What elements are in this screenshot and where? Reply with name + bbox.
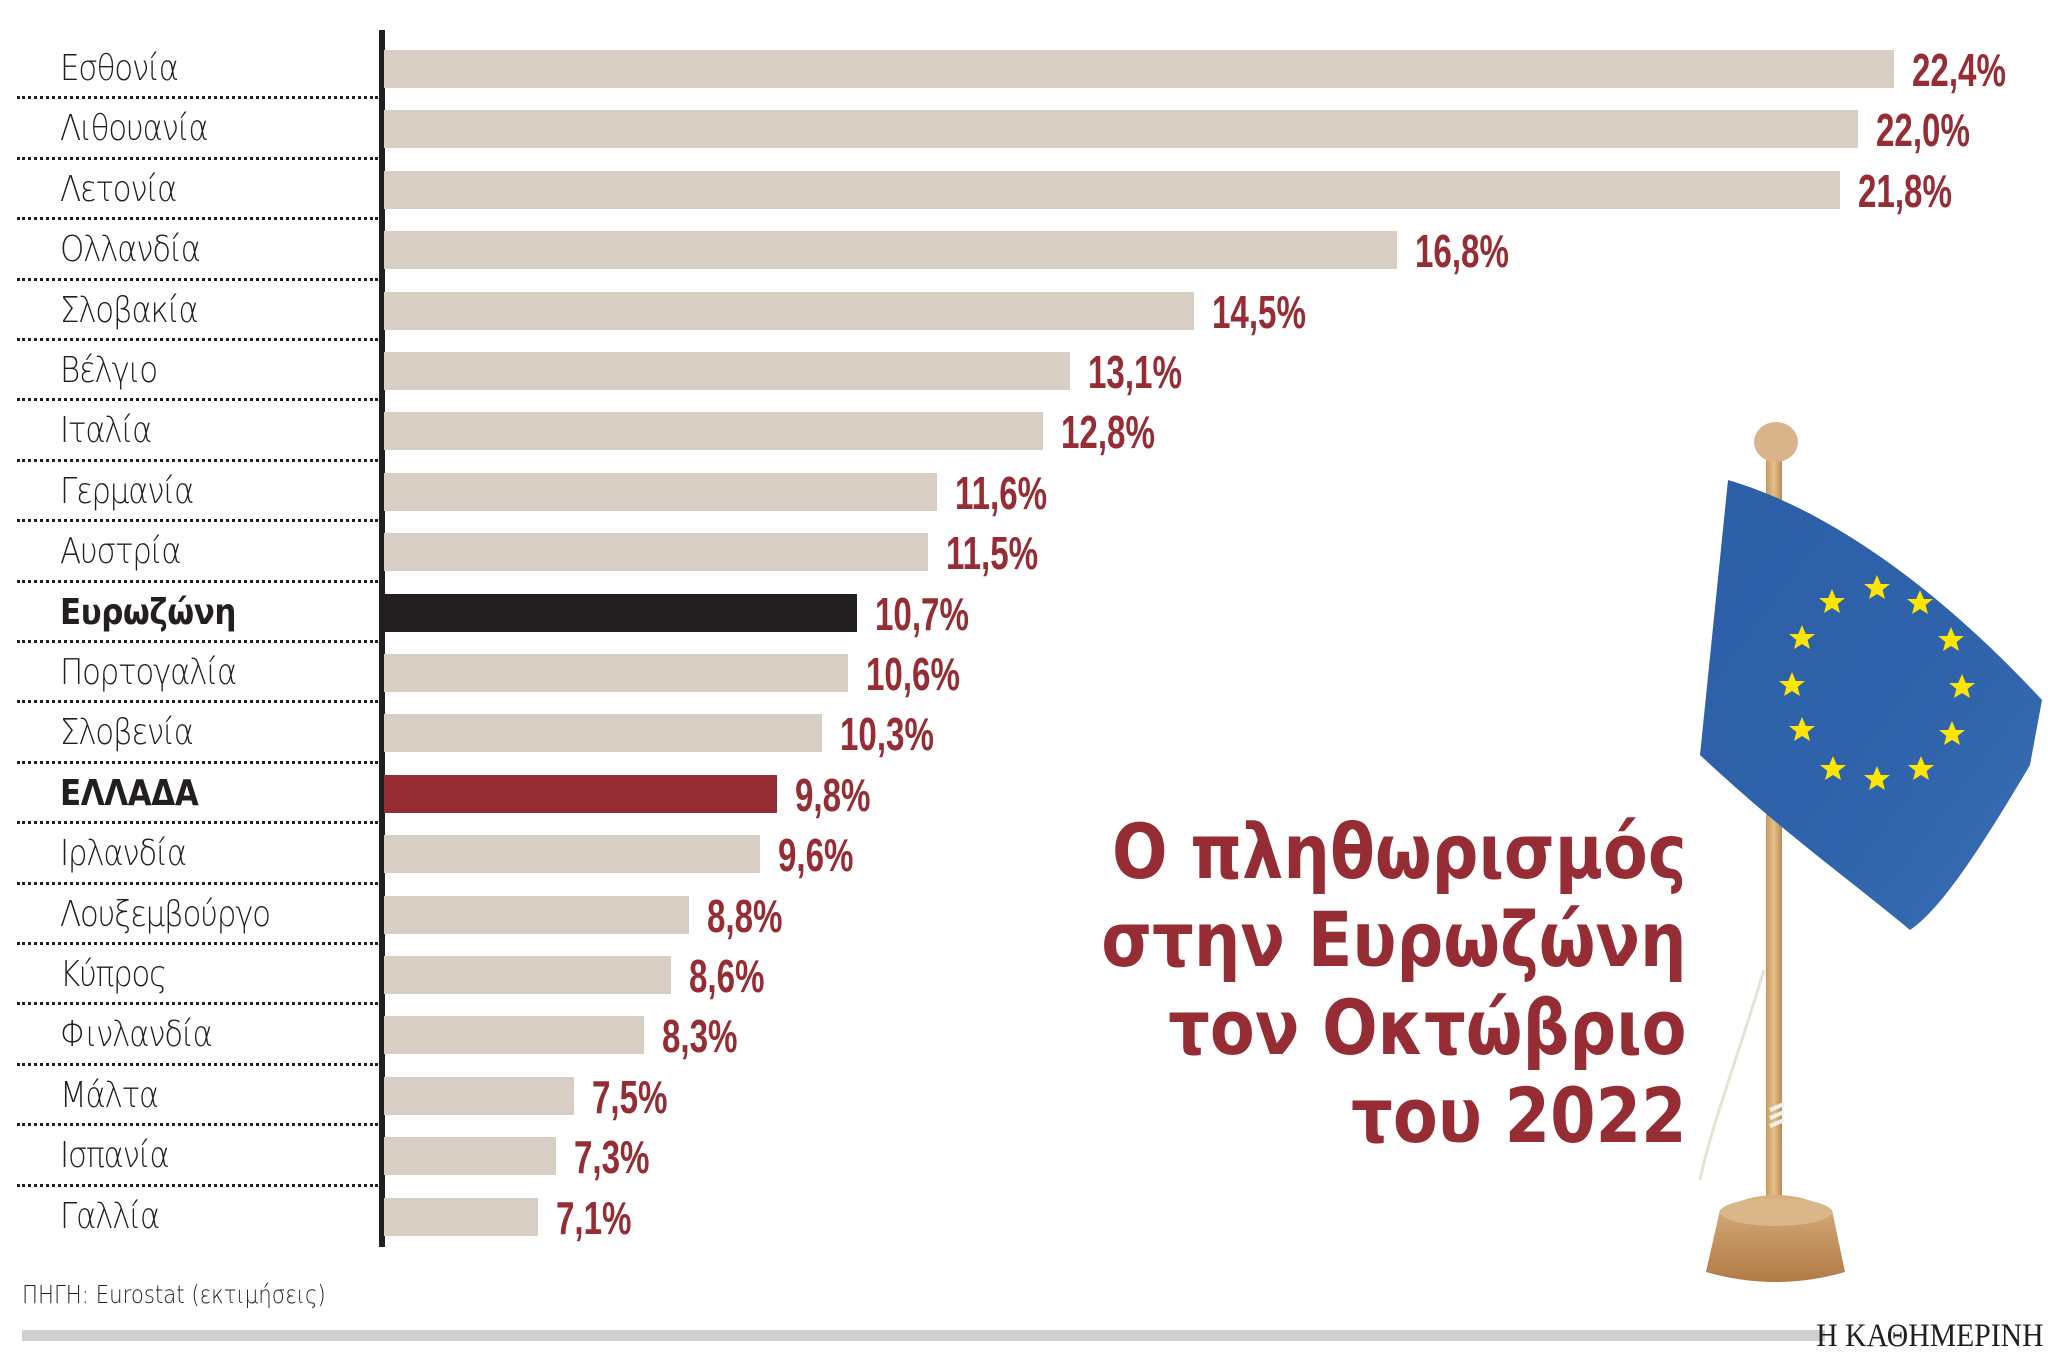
category-label: Γερμανία [60, 470, 194, 512]
category-label: Ισπανία [60, 1135, 170, 1177]
bar [384, 352, 1070, 390]
category-label: Εσθονία [60, 48, 179, 89]
value-label: 10,6% [866, 648, 961, 700]
bar [384, 533, 928, 572]
bar [384, 1076, 574, 1115]
value-label: 14,5% [1211, 285, 1306, 338]
value-label: 22,0% [1876, 104, 1971, 157]
bar [384, 231, 1398, 270]
value-label: 13,1% [1087, 346, 1182, 398]
row-separator [17, 519, 378, 523]
bar [384, 1197, 539, 1236]
bar [384, 472, 937, 511]
value-label: 11,5% [945, 527, 1038, 580]
star-ring [1779, 575, 1975, 790]
title-line: στην Ευρωζώνη [1101, 895, 1687, 984]
title-line: του 2022 [1351, 1071, 1687, 1160]
value-label: 8,8% [706, 889, 783, 942]
value-label: 9,6% [777, 829, 854, 882]
row-separator [17, 277, 378, 281]
row-separator [17, 156, 378, 160]
row-separator [17, 458, 378, 462]
category-label: Σλοβακία [60, 289, 199, 331]
bar [384, 412, 1044, 451]
value-label: 22,4% [1911, 44, 2006, 96]
value-label: 7,1% [556, 1191, 632, 1244]
bar [384, 110, 1859, 149]
row-separator [17, 881, 378, 885]
bar [384, 895, 689, 934]
category-label: Ολλανδία [60, 229, 201, 271]
eu-flag-icon [1698, 422, 2042, 1282]
row-separator [17, 398, 378, 402]
row-separator [17, 1123, 378, 1127]
category-label: Κύπρος [60, 954, 167, 995]
category-label: Γαλλία [60, 1195, 160, 1237]
bar [384, 50, 1894, 88]
value-label: 7,3% [573, 1131, 650, 1184]
value-label: 11,6% [954, 466, 1047, 519]
row-separator [17, 640, 378, 643]
bar [384, 291, 1194, 330]
value-label: 8,3% [662, 1010, 738, 1063]
row-separator [17, 1002, 378, 1006]
category-label: ΕΛΛΑΔΑ [60, 772, 199, 814]
row-separator [17, 1183, 378, 1187]
value-label: 12,8% [1061, 406, 1155, 459]
chart-title: Ο πληθωρισμός στην Ευρωζώνη τον Οκτώβριο… [1102, 808, 1687, 1160]
value-label: 9,8% [795, 768, 871, 821]
row-separator [17, 579, 378, 583]
value-label: 21,8% [1858, 164, 1953, 217]
title-line: τον Οκτώβριο [1168, 983, 1687, 1072]
row-separator [17, 821, 378, 825]
category-label: Ιταλία [60, 410, 152, 452]
row-separator [17, 760, 378, 764]
brand-logo: Η ΚΑΘΗΜΕΡΙΝΗ [1816, 1318, 2044, 1354]
category-label: Πορτογαλία [60, 652, 237, 693]
bar [384, 956, 671, 994]
row-separator [17, 942, 378, 945]
value-label: 8,6% [688, 950, 765, 1002]
category-label: Αυστρία [60, 531, 182, 573]
category-label: Βέλγιο [60, 350, 158, 391]
row-separator [17, 1062, 378, 1066]
row-separator [17, 700, 378, 704]
row-separator [17, 96, 378, 100]
category-label: Σλοβενία [60, 712, 194, 754]
y-axis-line [379, 30, 385, 1247]
bar [384, 714, 822, 753]
category-label: Λιθουανία [60, 108, 209, 150]
value-label: 10,7% [875, 587, 969, 640]
bar [384, 774, 778, 813]
row-separator [17, 217, 378, 221]
category-label: Μάλτα [60, 1074, 159, 1116]
bar [384, 654, 849, 692]
footer-rule [22, 1330, 1825, 1341]
value-label: 10,3% [839, 708, 934, 761]
bar [384, 1137, 556, 1176]
category-label: Λουξεμβούργο [60, 893, 271, 935]
category-label: Λετονία [60, 168, 177, 210]
bar [384, 170, 1841, 209]
category-label: Ιρλανδία [60, 833, 187, 875]
title-line: Ο πληθωρισμός [1112, 807, 1687, 896]
source-note: ΠΗΓΗ: Eurostat (εκτιμήσεις) [22, 1280, 326, 1309]
value-label: 7,5% [591, 1070, 667, 1123]
bar [384, 1016, 645, 1055]
category-label: Ευρωζώνη [60, 591, 237, 633]
category-label: Φινλανδία [60, 1014, 213, 1056]
bar [384, 835, 760, 874]
row-separator [17, 338, 378, 341]
value-label: 16,8% [1415, 225, 1510, 278]
bar [384, 593, 858, 632]
